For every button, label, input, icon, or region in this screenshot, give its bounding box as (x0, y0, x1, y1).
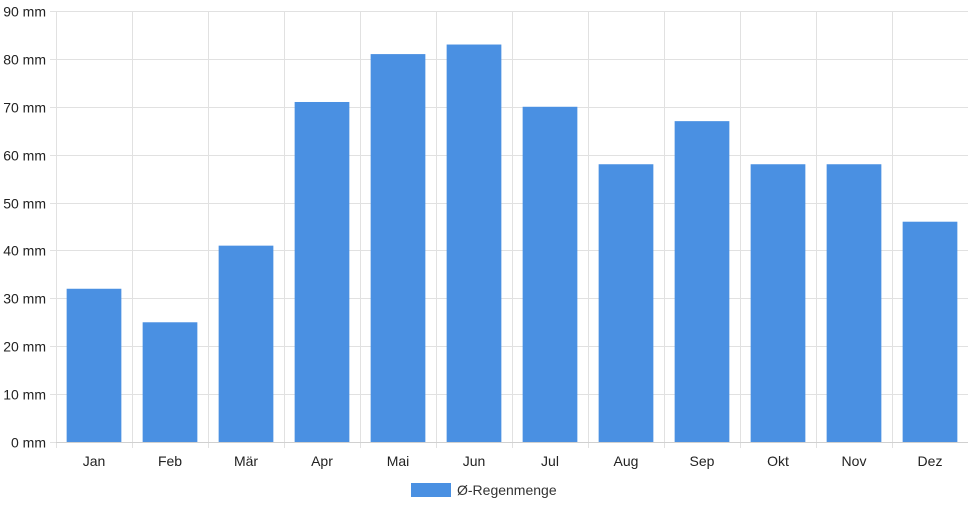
bar-jun (446, 44, 502, 443)
y-tick-label: 50 mm (3, 196, 46, 212)
bar-nov (826, 164, 882, 442)
bar-aug (598, 164, 654, 442)
bar-jan (66, 288, 122, 442)
x-tick-label: Jun (463, 453, 486, 469)
bar-mai (370, 54, 426, 442)
y-tick-label: 60 mm (3, 148, 46, 164)
x-tick-label: Dez (918, 453, 943, 469)
x-tick-label: Mai (387, 453, 410, 469)
legend[interactable]: Ø-Regenmenge (411, 482, 557, 498)
legend-swatch (411, 483, 451, 497)
bar-feb (142, 322, 198, 442)
y-tick-label: 80 mm (3, 52, 46, 68)
axes: 0 mm 10 mm 20 mm 30 mm 40 mm 50 mm 60 mm 70 mm 8… (3, 4, 968, 469)
bar-mär (218, 245, 274, 442)
x-tick-label: Jan (83, 453, 106, 469)
y-tick-label: 70 mm (3, 100, 46, 116)
x-tick-label: Aug (614, 453, 639, 469)
y-tick-label: 0 mm (11, 435, 46, 451)
bars (66, 44, 958, 443)
bar-apr (294, 101, 350, 442)
x-tick-label: Feb (158, 453, 182, 469)
x-tick-label: Okt (767, 453, 789, 469)
grid-lines (50, 11, 968, 448)
x-tick-label: Nov (842, 453, 867, 469)
legend-label: Ø-Regenmenge (457, 482, 557, 498)
y-tick-label: 90 mm (3, 4, 46, 20)
x-tick-label: Sep (690, 453, 715, 469)
bar-okt (750, 164, 806, 442)
y-tick-label: 10 mm (3, 387, 46, 403)
x-tick-label: Jul (541, 453, 559, 469)
x-tick-label: Mär (234, 453, 258, 469)
y-tick-label: 30 mm (3, 291, 46, 307)
bar-dez (902, 221, 958, 442)
bar-sep (674, 121, 730, 443)
x-tick-label: Apr (311, 453, 333, 469)
y-tick-label: 20 mm (3, 339, 46, 355)
y-tick-label: 40 mm (3, 243, 46, 259)
bar-jul (522, 106, 578, 443)
